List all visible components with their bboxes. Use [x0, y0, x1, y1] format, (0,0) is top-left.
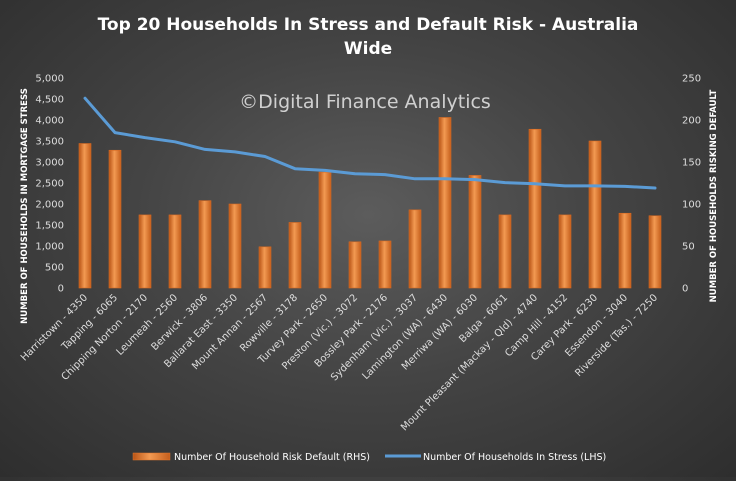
- y-right-tick-label: 200: [682, 116, 701, 127]
- y-left-tick-label: 5,000: [35, 74, 64, 85]
- y-axis-right-label: NUMBER OF HOUSEHOLDS RISKING DEFAULT: [709, 89, 719, 302]
- y-left-tick-label: 1,500: [35, 221, 64, 232]
- y-right-tick-label: 50: [682, 242, 695, 253]
- y-left-tick-label: 500: [45, 263, 64, 274]
- bar: [618, 212, 632, 289]
- legend: Number Of Household Risk Default (RHS) N…: [132, 452, 606, 463]
- bar: [498, 214, 512, 289]
- bar: [168, 214, 182, 289]
- legend-bar-label: Number Of Household Risk Default (RHS): [174, 452, 370, 463]
- chart-title-line1: Top 20 Households In Stress and Default …: [98, 15, 639, 35]
- watermark: ©Digital Finance Analytics: [239, 91, 491, 113]
- bar: [318, 171, 332, 289]
- y-left-tick-label: 3,500: [35, 137, 64, 148]
- bar: [408, 209, 422, 289]
- y-right-tick-label: 250: [682, 74, 701, 85]
- bar: [78, 143, 92, 289]
- bar: [348, 241, 362, 289]
- y-right-tick-label: 100: [682, 200, 701, 211]
- bar: [258, 246, 272, 289]
- y-left-tick-label: 4,500: [35, 95, 64, 106]
- bar: [468, 175, 482, 289]
- y-left-tick-label: 0: [58, 284, 64, 295]
- y-left-tick-label: 1,000: [35, 242, 64, 253]
- y-left-tick-label: 2,500: [35, 179, 64, 190]
- y-left-tick-label: 4,000: [35, 116, 64, 127]
- y-right-tick-label: 150: [682, 158, 701, 169]
- y-left-tick-label: 3,000: [35, 158, 64, 169]
- bar: [528, 128, 542, 289]
- bar: [138, 214, 152, 289]
- y-left-tick-label: 2,000: [35, 200, 64, 211]
- bar: [288, 222, 302, 289]
- bar: [198, 200, 212, 289]
- bar: [558, 214, 572, 289]
- bar: [378, 240, 392, 289]
- bar: [648, 215, 662, 289]
- y-axis-left-label: NUMBER OF HOUSEHOLDS IN MORTGAGE STRESS: [20, 88, 30, 324]
- bar: [438, 117, 452, 289]
- legend-line-label: Number Of Households In Stress (LHS): [423, 452, 606, 463]
- bar: [588, 140, 602, 289]
- chart-title-line2: Wide: [344, 39, 392, 59]
- y-right-tick-label: 0: [682, 284, 688, 295]
- bar: [108, 149, 122, 289]
- bar: [228, 203, 242, 289]
- legend-bar-swatch: [132, 452, 171, 461]
- plot-area: 05001,0001,5002,0002,5003,0003,5004,0004…: [19, 74, 701, 434]
- series-line-households-in-stress: [83, 96, 657, 190]
